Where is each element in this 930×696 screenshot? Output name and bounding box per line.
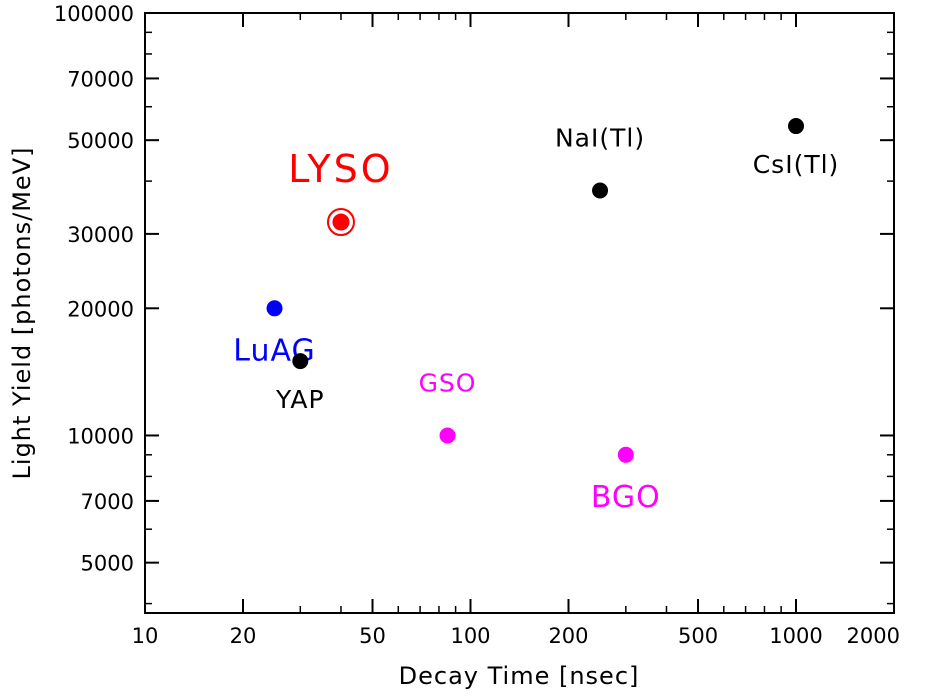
data-point bbox=[266, 300, 283, 317]
data-point-group: BGO bbox=[591, 446, 661, 515]
data-point bbox=[617, 446, 634, 463]
data-point-group: CsI(Tl) bbox=[753, 118, 840, 179]
y-tick-label: 5000 bbox=[81, 552, 134, 576]
y-tick-label: 10000 bbox=[67, 424, 134, 448]
x-tick-label: 1000 bbox=[769, 624, 822, 648]
y-tick-label: 100000 bbox=[54, 2, 134, 26]
y-tick-label: 70000 bbox=[67, 67, 134, 91]
data-point-group: YAP bbox=[275, 353, 325, 414]
y-tick-label: 50000 bbox=[67, 129, 134, 153]
x-tick-label: 10 bbox=[132, 624, 159, 648]
y-axis-label: Light Yield [photons/MeV] bbox=[8, 147, 36, 480]
y-tick-label: 20000 bbox=[67, 297, 134, 321]
x-tick-label: 20 bbox=[230, 624, 257, 648]
data-point-group: NaI(Tl) bbox=[555, 124, 645, 199]
point-label: BGO bbox=[591, 480, 661, 515]
data-point bbox=[332, 213, 350, 231]
y-tick-label: 7000 bbox=[81, 490, 134, 514]
point-label: YAP bbox=[275, 385, 325, 414]
point-label: LYSO bbox=[288, 147, 393, 191]
x-axis-ticks: 10 20 50 100 200 500 1000 2000 bbox=[132, 13, 900, 648]
highlight-ring bbox=[326, 208, 355, 237]
x-axis-label: Decay Time [nsec] bbox=[399, 662, 640, 690]
data-point-group: GSO bbox=[419, 368, 477, 444]
x-tick-label: 100 bbox=[450, 624, 490, 648]
x-tick-label: 500 bbox=[678, 624, 718, 648]
x-tick-label: 50 bbox=[359, 624, 386, 648]
y-axis-ticks: 5000 7000 10000 20000 30000 50000 70000 100000 bbox=[54, 2, 894, 605]
point-label: NaI(Tl) bbox=[555, 124, 645, 153]
data-point bbox=[439, 427, 456, 444]
data-point-group: LYSO bbox=[288, 147, 393, 237]
point-label: GSO bbox=[419, 368, 477, 397]
data-point bbox=[788, 118, 805, 135]
x-tick-label: 2000 bbox=[847, 624, 900, 648]
plot-frame bbox=[144, 12, 895, 614]
x-tick-label: 200 bbox=[548, 624, 588, 648]
y-tick-label: 30000 bbox=[67, 223, 134, 247]
data-point bbox=[592, 182, 609, 199]
data-point bbox=[292, 353, 309, 370]
point-label: CsI(Tl) bbox=[753, 150, 840, 179]
